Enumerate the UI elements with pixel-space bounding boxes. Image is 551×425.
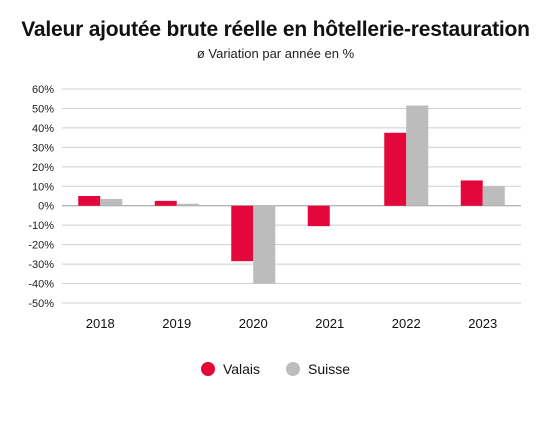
y-tick-label: -30% xyxy=(28,259,54,271)
bar-suisse-2020 xyxy=(253,205,276,284)
bar-valais-2022 xyxy=(384,132,407,206)
x-tick-label: 2020 xyxy=(239,316,268,331)
chart-title: Valeur ajoutée brute réelle en hôtelleri… xyxy=(21,18,530,41)
y-tick-label: -50% xyxy=(28,298,54,310)
legend-label-suisse: Suisse xyxy=(308,361,351,377)
y-tick-label: 10% xyxy=(32,181,54,193)
x-tick-label: 2018 xyxy=(86,316,115,331)
bar-valais-2023 xyxy=(460,180,483,206)
y-tick-label: 0% xyxy=(38,201,54,213)
legend-swatch-suisse xyxy=(286,362,301,376)
bar-suisse-2019 xyxy=(176,203,199,206)
legend-item-valais: Valais xyxy=(200,361,261,377)
x-tick-label: 2019 xyxy=(162,316,191,331)
x-tick-label: 2021 xyxy=(315,316,344,331)
bar-suisse-2023 xyxy=(482,186,505,206)
y-tick-label: 60% xyxy=(32,84,54,96)
legend-label-valais: Valais xyxy=(222,361,261,377)
bar-valais-2021 xyxy=(307,205,330,227)
bar-suisse-2018 xyxy=(100,198,123,206)
bar-valais-2018 xyxy=(78,196,101,206)
chart-subtitle: ø Variation par année en % xyxy=(196,46,355,61)
bars xyxy=(78,105,505,284)
y-tick-label: -40% xyxy=(28,279,54,291)
y-axis-tick-labels: 60% 50% 40% 30% 20% 10% 0% -10% -20% -30% -40% -50% xyxy=(28,84,54,310)
y-tick-label: 20% xyxy=(32,162,54,174)
x-tick-label: 2022 xyxy=(392,316,421,331)
y-tick-label: 40% xyxy=(32,123,54,135)
x-tick-label: 2023 xyxy=(468,316,497,331)
y-tick-label: -20% xyxy=(28,240,54,252)
legend-item-suisse: Suisse xyxy=(286,361,350,377)
x-axis-tick-labels: 2018 2019 2020 2021 2022 2023 xyxy=(86,316,497,331)
legend-swatch-valais xyxy=(200,362,215,376)
bar-valais-2020 xyxy=(231,205,254,262)
legend: Valais Suisse xyxy=(0,361,551,377)
y-tick-label: 50% xyxy=(32,103,54,115)
bar-suisse-2022 xyxy=(406,105,429,206)
gridlines xyxy=(62,88,521,304)
y-tick-label: -10% xyxy=(28,220,54,232)
bar-valais-2019 xyxy=(154,200,177,206)
y-tick-label: 30% xyxy=(32,142,54,154)
